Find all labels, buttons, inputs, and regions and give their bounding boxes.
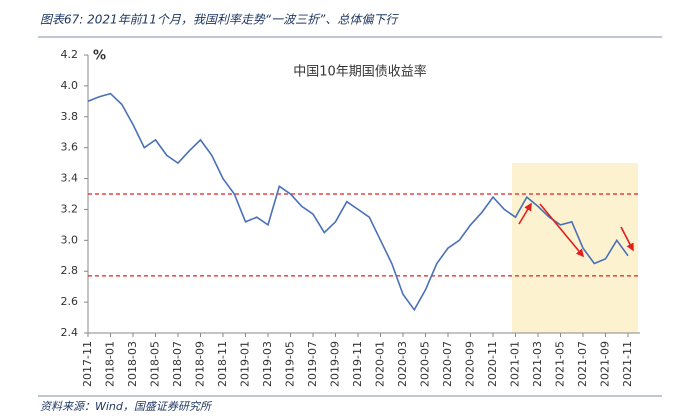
x-tick-label: 2020-11 [486, 341, 499, 387]
x-tick-label: 2019-11 [351, 341, 364, 387]
x-tick-label: 2019-07 [306, 341, 319, 387]
y-tick-label: 3.6 [61, 141, 79, 154]
x-tick-label: 2018-05 [149, 341, 162, 387]
x-tick-label: 2020-09 [464, 341, 477, 387]
x-tick-label: 2020-05 [419, 341, 432, 387]
x-tick-label: 2018-11 [216, 341, 229, 387]
y-tick-label: 3.2 [61, 202, 79, 215]
footer-source: 资料来源：Wind，国盛证券研究所 [40, 400, 213, 413]
x-tick-label: 2018-07 [171, 341, 184, 387]
x-tick-label: 2017-11 [81, 341, 94, 387]
y-tick-label: 2.8 [61, 264, 79, 277]
chart-title: 中国10年期国债收益率 [293, 64, 427, 80]
y-tick-label: 4.2 [61, 48, 79, 61]
x-tick-label: 2018-01 [104, 341, 117, 387]
x-tick-label: 2021-03 [531, 341, 544, 387]
y-tick-label: 3.0 [61, 233, 79, 246]
x-tick-label: 2019-03 [261, 341, 274, 387]
y-unit: % [93, 49, 106, 64]
x-tick-label: 2021-07 [576, 341, 589, 387]
x-tick-label: 2018-09 [194, 341, 207, 387]
arrow [620, 226, 634, 252]
x-tick-label: 2020-01 [374, 341, 387, 387]
x-tick-label: 2021-05 [554, 341, 567, 387]
x-tick-label: 2021-09 [599, 341, 612, 387]
arrow [518, 202, 532, 225]
x-tick-label: 2018-03 [126, 341, 139, 387]
x-tick-label: 2019-01 [239, 341, 252, 387]
x-tick-label: 2021-01 [509, 341, 522, 387]
x-tick-label: 2020-07 [441, 341, 454, 387]
y-tick-label: 3.8 [61, 110, 79, 123]
arrow [539, 203, 585, 258]
header-title: 图表67: 2021年前11个月，我国利率走势“一波三折”、总体偏下行 [40, 13, 399, 27]
series-line [87, 92, 629, 312]
x-tick-label: 2020-03 [396, 341, 409, 387]
y-tick-label: 2.6 [61, 295, 79, 308]
highlight-band [512, 163, 638, 333]
y-tick-label: 4.0 [61, 79, 79, 92]
plot: 2.4 2.6 2.8 3.0 3.2 3.4 3.6 3.8 4.0 4.2 2017-11 201… [61, 48, 640, 387]
x-tick-label: 2019-09 [329, 341, 342, 387]
x-tick-label: 2021-11 [621, 341, 634, 387]
y-tick-label: 2.4 [61, 326, 79, 339]
y-tick-label: 3.4 [61, 172, 79, 185]
x-tick-label: 2019-05 [284, 341, 297, 387]
